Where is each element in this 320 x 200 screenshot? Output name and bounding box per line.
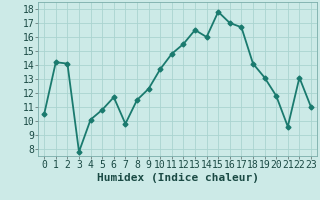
X-axis label: Humidex (Indice chaleur): Humidex (Indice chaleur) <box>97 173 259 183</box>
